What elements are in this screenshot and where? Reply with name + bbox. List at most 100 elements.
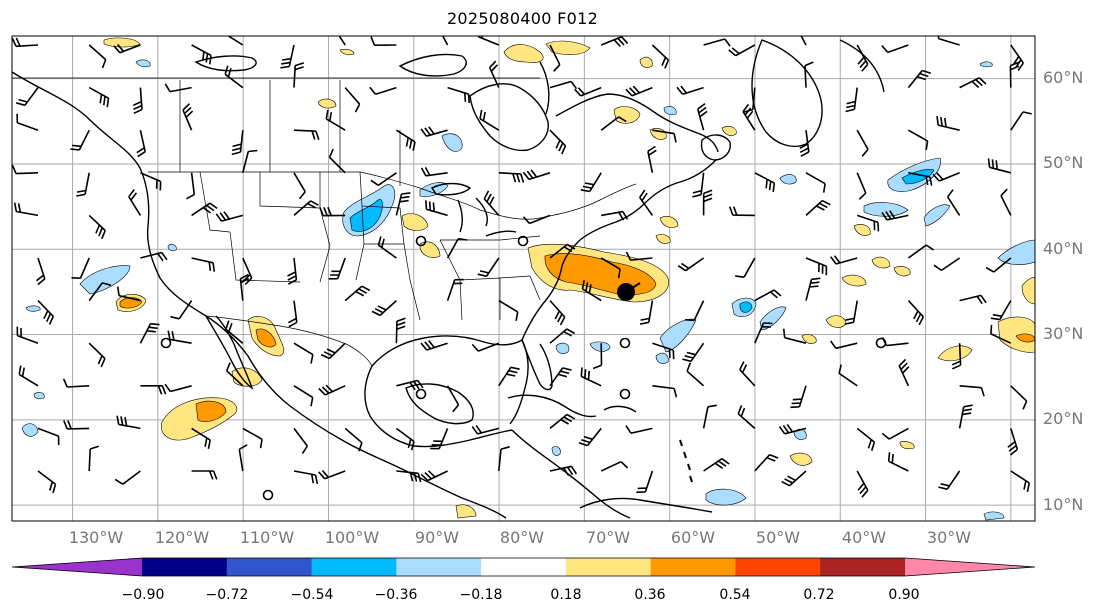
negative-anomaly-atl-h bbox=[555, 342, 570, 354]
wind-barb bbox=[652, 385, 678, 398]
colorbar-tick-label: 0.72 bbox=[803, 587, 835, 603]
wind-barb bbox=[140, 172, 162, 191]
wind-barb bbox=[139, 322, 160, 344]
lat-label-10: 10°N bbox=[1043, 495, 1084, 514]
wind-barb bbox=[754, 453, 779, 472]
wind-barb bbox=[226, 36, 244, 46]
wind-barb bbox=[191, 470, 218, 480]
negative-anomaly-atl-o bbox=[979, 61, 993, 68]
wind-barb bbox=[371, 300, 397, 317]
wind-barb bbox=[446, 278, 464, 301]
wind-barb bbox=[479, 109, 500, 131]
lat-label-40: 40°N bbox=[1043, 239, 1084, 258]
wind-barb bbox=[16, 326, 39, 344]
strong-anomaly-atl-7 bbox=[1015, 333, 1035, 343]
wind-barb bbox=[692, 172, 705, 198]
positive-anomaly-pac-3 bbox=[317, 98, 337, 109]
wind-barb bbox=[395, 317, 406, 344]
wind-barb bbox=[804, 61, 814, 88]
wind-barb bbox=[754, 289, 782, 302]
wind-barb bbox=[601, 210, 629, 221]
colorbar-tick-label: −0.36 bbox=[374, 587, 418, 603]
wind-barb bbox=[933, 257, 961, 272]
negative-anomaly-pac-8 bbox=[135, 59, 151, 68]
wind-barb bbox=[293, 385, 314, 407]
wind-barb bbox=[344, 87, 361, 113]
negative-anomaly-atl-c bbox=[923, 204, 951, 227]
positive-anomaly-ne-2 bbox=[655, 234, 671, 244]
contour-fills bbox=[21, 37, 1035, 521]
wind-barb bbox=[625, 425, 653, 434]
calm-wind-markers bbox=[160, 235, 887, 501]
negative-anomaly-pac-5 bbox=[21, 423, 39, 437]
positive-anomaly-atl-3 bbox=[893, 266, 911, 277]
wind-barb bbox=[318, 469, 346, 480]
state-lines-central bbox=[355, 171, 421, 321]
wind-barb bbox=[938, 470, 961, 490]
wind-barb bbox=[395, 192, 411, 216]
wind-barb bbox=[908, 172, 933, 186]
wind-barb bbox=[76, 172, 90, 197]
negative-anomaly-canada-2 bbox=[441, 133, 463, 152]
colorbar-extend-low bbox=[12, 558, 142, 576]
calm-marker bbox=[619, 388, 631, 400]
wind-barb bbox=[238, 444, 248, 472]
wind-barb bbox=[396, 470, 422, 483]
wind-barb bbox=[790, 385, 807, 409]
greenland-east bbox=[839, 39, 885, 93]
hudson-bay bbox=[469, 83, 549, 152]
wind-barb bbox=[1000, 188, 1012, 216]
wind-barb bbox=[652, 129, 677, 143]
wind-barb bbox=[522, 169, 551, 181]
wind-barb bbox=[447, 86, 470, 104]
greenland bbox=[751, 39, 823, 148]
wind-barb bbox=[805, 277, 821, 301]
wind-barb bbox=[549, 367, 572, 387]
newfoundland bbox=[700, 134, 731, 161]
wind-barb bbox=[396, 379, 424, 391]
wind-barb bbox=[370, 172, 397, 186]
calm-marker bbox=[262, 489, 274, 501]
great-lake-superior bbox=[430, 182, 472, 196]
wind-barb bbox=[140, 251, 168, 262]
us-mexico-border bbox=[205, 315, 373, 367]
wind-barb bbox=[838, 364, 858, 387]
wind-barb bbox=[881, 210, 909, 221]
wind-barb bbox=[420, 126, 448, 137]
wind-barb bbox=[12, 37, 39, 48]
positive-anomaly-atl-1 bbox=[841, 274, 867, 287]
wind-barb bbox=[639, 189, 654, 216]
wind-barb bbox=[420, 470, 448, 482]
wind-barb bbox=[63, 420, 90, 430]
colorbar-tick-label: −0.54 bbox=[290, 587, 334, 603]
colorbar-extend-high bbox=[905, 558, 1035, 576]
wind-barb bbox=[328, 257, 346, 280]
wind-barb bbox=[293, 427, 308, 455]
positive-anomaly-hudson bbox=[613, 106, 641, 124]
positive-anomaly-mexico-2 bbox=[255, 328, 277, 348]
wind-barb bbox=[88, 214, 106, 240]
wind-barb bbox=[805, 172, 826, 193]
calm-marker bbox=[517, 235, 529, 247]
lat-label-50: 50°N bbox=[1043, 153, 1084, 172]
positive-anomaly-atl-7 bbox=[997, 316, 1035, 353]
wind-barb bbox=[287, 300, 298, 328]
colorbar-tick-label: 0.54 bbox=[719, 587, 751, 603]
wind-barb bbox=[167, 330, 192, 344]
wind-barb bbox=[88, 86, 110, 108]
wind-barb bbox=[830, 255, 858, 265]
wind-barb bbox=[856, 129, 869, 157]
colorbar-tick-label: 0.90 bbox=[888, 587, 920, 603]
wind-barb bbox=[293, 470, 319, 484]
wind-barb bbox=[728, 44, 756, 57]
wind-barb bbox=[164, 383, 192, 393]
wind-barb bbox=[242, 149, 258, 174]
wind-barb bbox=[319, 206, 346, 217]
wind-barb bbox=[293, 200, 319, 217]
wind-barb bbox=[881, 44, 909, 54]
wind-barb bbox=[1010, 385, 1028, 410]
wind-barb bbox=[242, 257, 253, 285]
wind-barb bbox=[88, 282, 112, 302]
labrador-coast bbox=[555, 93, 719, 153]
positive-anomaly-arctic-3 bbox=[103, 37, 141, 48]
